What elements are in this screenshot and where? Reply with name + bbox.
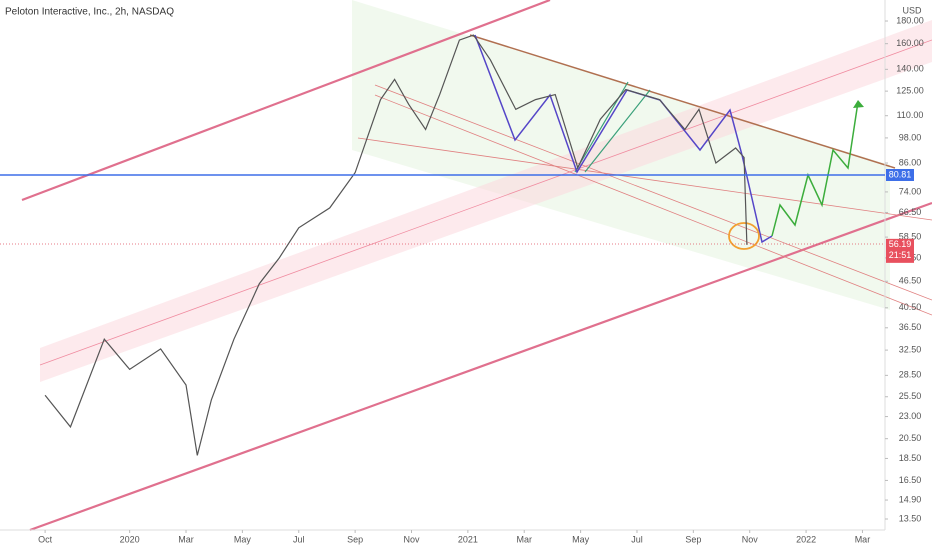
- x-tick-label: May: [572, 534, 590, 544]
- chart-title: Peloton Interactive, Inc., 2h, NASDAQ: [5, 7, 174, 18]
- trend-line: [374, 84, 932, 301]
- y-tick-label: 58.50: [899, 231, 922, 241]
- x-tick-label: Sep: [685, 534, 701, 544]
- y-tick-label: 180.00: [896, 15, 924, 25]
- y-tick-label: 46.50: [899, 276, 922, 286]
- y-tick-label: 98.00: [899, 132, 922, 142]
- x-tick-label: Nov: [742, 534, 759, 544]
- last-price-tag: [886, 238, 914, 263]
- trend-line: [29, 201, 932, 532]
- x-tick-label: Nov: [403, 534, 420, 544]
- y-tick-label: 125.00: [896, 86, 924, 96]
- y-tick-label: 13.50: [899, 513, 922, 523]
- countdown-label: 21:51: [889, 250, 912, 260]
- projection-path: [771, 101, 859, 237]
- y-tick-label: 20.50: [899, 433, 922, 443]
- currency: USD: [902, 5, 922, 15]
- trend-line: [21, 0, 551, 202]
- x-tick-label: May: [234, 534, 252, 544]
- x-tick-label: Mar: [178, 534, 194, 544]
- y-tick-label: 25.50: [899, 391, 922, 401]
- x-tick-label: 2022: [796, 534, 816, 544]
- y-tick-label: 140.00: [896, 64, 924, 74]
- x-tick-label: Jul: [631, 534, 643, 544]
- y-tick-label: 40.50: [899, 302, 922, 312]
- y-tick-label: 86.00: [899, 157, 922, 167]
- x-tick-label: Mar: [855, 534, 871, 544]
- trend-line: [469, 34, 896, 169]
- y-tick-label: 14.90: [899, 494, 922, 504]
- price-tag: [886, 168, 914, 181]
- x-tick-label: Mar: [516, 534, 532, 544]
- arrow-head: [853, 100, 864, 108]
- price-tag-label: 80.81: [889, 169, 912, 179]
- x-tick-label: Jul: [293, 534, 305, 544]
- x-tick-label: 2021: [458, 534, 478, 544]
- pattern-line: [584, 89, 651, 173]
- last-price-label: 56.19: [889, 239, 912, 249]
- y-tick-label: 23.00: [899, 411, 922, 421]
- y-tick-label: 32.50: [899, 344, 922, 354]
- y-tick-label: 160.00: [896, 38, 924, 48]
- y-tick-label: 66.50: [899, 207, 922, 217]
- y-tick-label: 16.50: [899, 475, 922, 485]
- y-tick-label: 28.50: [899, 370, 922, 380]
- x-tick-label: Oct: [38, 534, 53, 544]
- y-tick-label: 110.00: [897, 110, 924, 120]
- trend-line: [357, 137, 932, 221]
- price-line: [44, 34, 748, 456]
- highlight-circle: [728, 222, 760, 250]
- y-tick-label: 74.00: [899, 186, 922, 196]
- trend-line: [374, 94, 932, 316]
- x-tick-label: Sep: [347, 534, 363, 544]
- x-tick-label: 2020: [120, 534, 140, 544]
- y-tick-label: 36.50: [899, 322, 922, 332]
- channel-mid: [39, 39, 932, 366]
- y-tick-label: 18.50: [899, 453, 922, 463]
